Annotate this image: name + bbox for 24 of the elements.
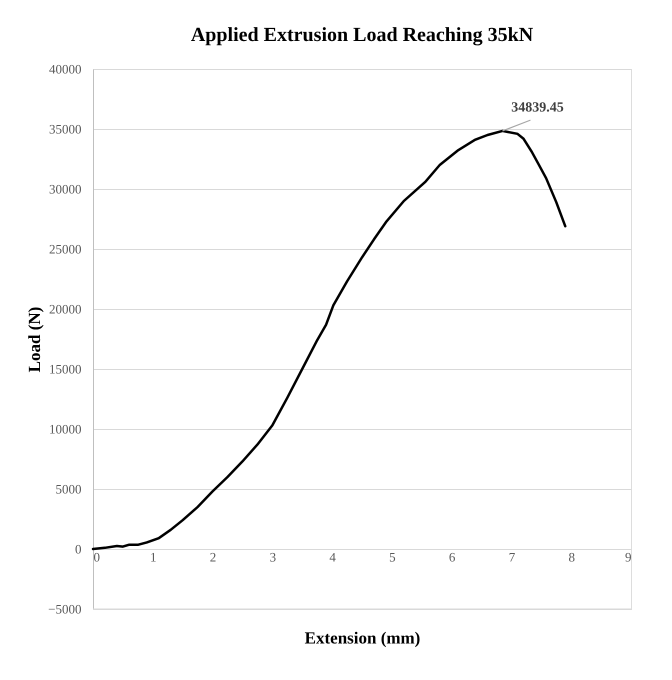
y-tick-label: −5000 [48, 602, 82, 616]
annotation: 34839.45 [511, 100, 564, 116]
line-series [92, 130, 566, 550]
x-tick-label: 9 [625, 550, 632, 564]
y-tick-label: 5000 [56, 482, 82, 496]
x-axis-title: Extension (mm) [304, 628, 420, 648]
y-tick-label: 40000 [49, 62, 82, 76]
y-tick-label: 30000 [49, 182, 82, 196]
x-tick-label: 1 [150, 550, 157, 564]
x-tick-label: 0 [94, 550, 100, 564]
y-tick-label: 15000 [49, 362, 82, 376]
y-tick-label: 25000 [49, 242, 82, 256]
y-axis-title: Load (N) [25, 306, 44, 372]
x-tick-label: 5 [389, 550, 396, 564]
x-tick-label: 4 [329, 550, 336, 564]
x-tick-label: 6 [448, 550, 456, 564]
x-tick-label: 2 [210, 550, 216, 564]
y-tick-label: 35000 [49, 122, 82, 136]
x-tick-label: 3 [270, 550, 276, 564]
y-tick-label: 20000 [49, 302, 82, 316]
y-tick-label: 10000 [49, 422, 82, 436]
x-tick-label: 8 [568, 550, 575, 564]
chart-title: Applied Extrusion Load Reaching 35kN [190, 24, 534, 46]
x-tick-label: 7 [508, 550, 516, 564]
